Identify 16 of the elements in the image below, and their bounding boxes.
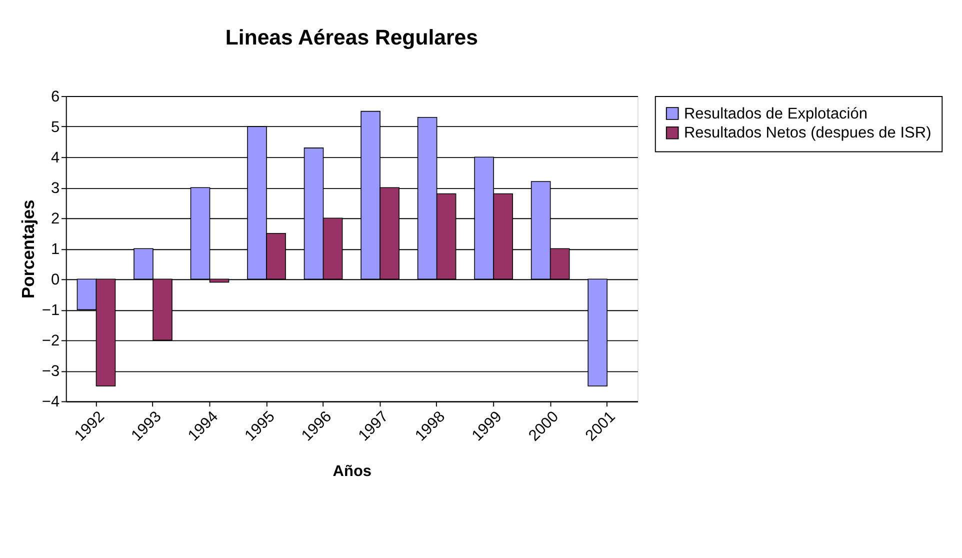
y-tick-label: 1 <box>50 240 60 258</box>
legend-label: Resultados Netos (despues de ISR) <box>684 124 932 142</box>
y-tick-label: −4 <box>42 394 60 411</box>
y-tick-label: 5 <box>50 118 60 136</box>
x-axis-title: Años <box>332 462 372 480</box>
y-tick-label: −1 <box>42 302 60 319</box>
legend-label: Resultados de Explotación <box>684 105 868 122</box>
y-tick-label: −3 <box>42 363 60 380</box>
y-tick-label: 3 <box>50 180 60 197</box>
y-tick-label: 6 <box>50 88 60 106</box>
y-tick-label: 2 <box>50 210 60 228</box>
y-axis-title: Porcentajes <box>18 200 38 299</box>
y-tick-label: 0 <box>50 271 60 288</box>
y-tick-label: −2 <box>42 332 60 350</box>
chart-title: Lineas Aéreas Regulares <box>225 26 478 50</box>
y-tick-label: 4 <box>50 149 60 166</box>
